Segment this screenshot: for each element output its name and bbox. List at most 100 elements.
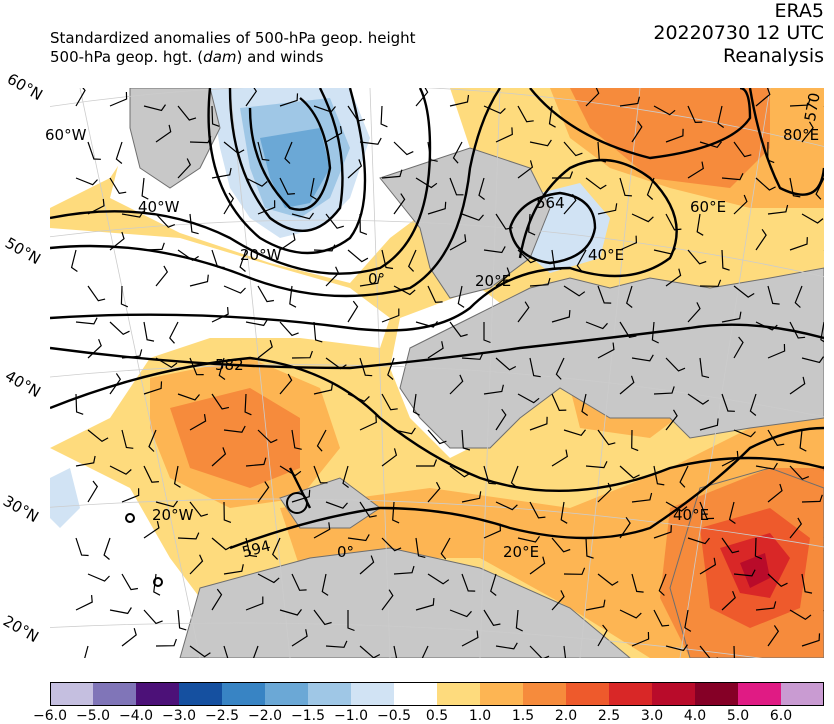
wind-barb bbox=[177, 249, 199, 262]
wind-barb bbox=[325, 213, 344, 229]
wind-barb bbox=[427, 341, 444, 359]
wind-barb bbox=[789, 609, 812, 621]
wind-barb bbox=[815, 177, 824, 200]
wind-barb bbox=[563, 285, 586, 297]
wind-barb bbox=[789, 376, 806, 395]
wind-barb bbox=[257, 200, 276, 215]
wind-barb bbox=[75, 455, 96, 467]
wind-barb bbox=[597, 203, 618, 215]
colorbar-swatch bbox=[609, 682, 653, 706]
wind-barb bbox=[291, 489, 311, 503]
wind-barb bbox=[449, 374, 464, 395]
wind-barb bbox=[483, 523, 502, 539]
wind-barb bbox=[257, 573, 280, 584]
wind-barb bbox=[279, 93, 299, 107]
wind-barb bbox=[626, 285, 633, 308]
wind-barb bbox=[528, 213, 536, 236]
colorbar-tick-label: 4.0 bbox=[683, 708, 707, 724]
wind-barb bbox=[721, 173, 744, 181]
wind-barb bbox=[461, 630, 479, 647]
colorbar-tick-label: 1.0 bbox=[468, 708, 492, 724]
wind-barb bbox=[427, 429, 447, 445]
colorbar-tick-label: −1.0 bbox=[334, 708, 368, 724]
wind-barb bbox=[789, 321, 806, 339]
wind-barb bbox=[177, 158, 192, 179]
wind-barb bbox=[393, 285, 416, 296]
wind-barb bbox=[359, 213, 368, 235]
wind-barb bbox=[325, 640, 348, 648]
colorbar-tick-label: −6.0 bbox=[33, 708, 67, 724]
wind-barb bbox=[359, 501, 377, 518]
wind-barb bbox=[449, 94, 470, 107]
colorbar-tick-label: 1.5 bbox=[511, 708, 535, 724]
wind-barb bbox=[427, 285, 443, 303]
wind-barb bbox=[189, 554, 204, 575]
wind-barb bbox=[279, 373, 293, 395]
wind-barb bbox=[148, 429, 157, 452]
wind-barb bbox=[789, 517, 803, 539]
wind-barb bbox=[581, 393, 589, 416]
wind-barb bbox=[801, 121, 814, 143]
wind-barb bbox=[563, 141, 583, 157]
wind-barb bbox=[84, 645, 89, 658]
wind-barb bbox=[483, 384, 504, 395]
wind-barb bbox=[121, 429, 134, 449]
lon-label-20w: 20°W bbox=[240, 246, 282, 264]
wind-barb bbox=[211, 393, 230, 410]
wind-barb bbox=[755, 228, 767, 251]
colorbar-tick-label: −3.0 bbox=[162, 708, 196, 724]
wind-barb bbox=[679, 465, 689, 488]
wind-barb bbox=[529, 357, 541, 378]
wind-barb bbox=[279, 232, 296, 251]
wind-barb bbox=[245, 596, 264, 611]
wind-barb bbox=[393, 565, 415, 575]
wind-barb bbox=[75, 88, 86, 107]
wind-barb bbox=[189, 414, 207, 431]
wind-barb bbox=[177, 532, 200, 540]
wind-barb bbox=[87, 429, 109, 443]
wind-barb bbox=[257, 141, 270, 161]
wind-barb bbox=[563, 429, 586, 436]
wind-barb bbox=[631, 213, 654, 223]
wind-barb bbox=[279, 465, 302, 477]
wind-barb bbox=[177, 393, 200, 401]
wind-barb bbox=[619, 375, 635, 395]
wind-barb bbox=[483, 322, 491, 344]
wind-barb bbox=[653, 525, 672, 539]
colorbar-swatch bbox=[308, 682, 352, 706]
wind-barb bbox=[653, 386, 675, 395]
contour-label-564: 564 bbox=[536, 194, 565, 212]
wind-barb bbox=[279, 609, 302, 616]
wind-barb bbox=[563, 645, 567, 658]
wind-barb bbox=[684, 609, 692, 632]
wind-barb bbox=[313, 609, 332, 626]
wind-barb bbox=[244, 393, 252, 416]
wind-barb bbox=[755, 177, 776, 191]
colorbar-tick-label: 5.0 bbox=[726, 708, 750, 724]
wind-barb bbox=[597, 573, 619, 586]
wind-barb bbox=[325, 126, 343, 143]
wind-barb bbox=[665, 409, 678, 431]
subtitle-part-a: 500-hPa geop. hgt. ( bbox=[50, 48, 204, 66]
wind-barb bbox=[412, 393, 420, 416]
wind-barb bbox=[755, 462, 778, 470]
wind-barb bbox=[291, 350, 313, 359]
wind-barb bbox=[211, 307, 229, 323]
wind-barb bbox=[755, 321, 778, 331]
wind-barb bbox=[755, 88, 771, 107]
wind-barb bbox=[87, 573, 110, 582]
wind-barb bbox=[211, 167, 232, 179]
wind-barb bbox=[749, 393, 757, 416]
colorbar-tick-label: −2.5 bbox=[205, 708, 239, 724]
wind-barb bbox=[597, 482, 612, 503]
wind-barb bbox=[143, 465, 159, 483]
wind-barb bbox=[189, 645, 211, 658]
wind-barb bbox=[347, 610, 355, 632]
wind-barb bbox=[271, 537, 281, 560]
wind-barb bbox=[597, 285, 612, 304]
wind-barb bbox=[239, 249, 247, 272]
wind-barb bbox=[665, 128, 684, 143]
wind-barb bbox=[733, 336, 744, 359]
wind-barb bbox=[359, 415, 377, 431]
wind-barb bbox=[155, 500, 178, 508]
